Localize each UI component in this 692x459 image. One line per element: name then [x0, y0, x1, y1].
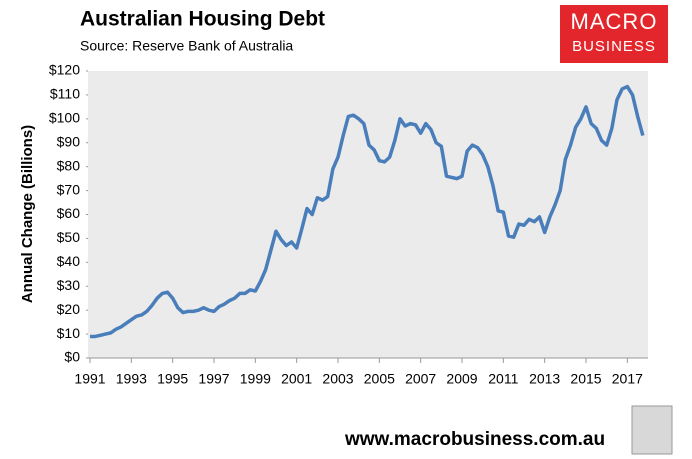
x-tick-label: 1991 — [74, 371, 105, 387]
data-line — [90, 84, 645, 339]
y-tick-label: $80 — [57, 157, 81, 173]
y-axis-label: Annual Change (Billions) — [19, 125, 36, 303]
logo-box — [560, 5, 668, 63]
y-tick-label: $30 — [57, 277, 81, 293]
x-tick-label: 1993 — [116, 371, 147, 387]
wolf-icon — [631, 405, 673, 455]
x-tick-label: 2013 — [529, 371, 560, 387]
x-tick-label: 1995 — [157, 371, 188, 387]
x-tick-label: 1997 — [198, 371, 229, 387]
y-tick-label: $60 — [57, 205, 81, 221]
y-tick-label: $70 — [57, 181, 81, 197]
x-tick-label: 2003 — [322, 371, 353, 387]
x-tick-label: 1999 — [240, 371, 271, 387]
x-tick-label: 2007 — [405, 371, 436, 387]
logo-text: MACRO — [571, 9, 658, 34]
y-tick-label: $120 — [49, 62, 80, 78]
y-tick-label: $50 — [57, 229, 81, 245]
plot-area — [88, 71, 648, 358]
footer: www.macrobusiness.com.au — [344, 429, 605, 450]
x-tick-label: 2011 — [488, 371, 518, 387]
y-tick-label: $20 — [57, 301, 81, 317]
chart-title: Australian Housing Debt — [80, 8, 325, 31]
logo-text: BUSINESS — [572, 38, 656, 55]
chart-subtitle: Source: Reserve Bank of Australia — [80, 38, 293, 54]
y-tick-label: $10 — [57, 325, 81, 341]
y-tick-label: $100 — [49, 110, 80, 126]
y-tick-label: $0 — [64, 349, 80, 365]
y-tick-label: $40 — [57, 253, 81, 269]
x-tick-label: 2001 — [281, 371, 312, 387]
y-tick-label: $90 — [57, 133, 81, 149]
x-tick-label: 2009 — [446, 371, 477, 387]
x-tick-label: 2015 — [570, 371, 601, 387]
y-tick-label: $110 — [50, 86, 80, 102]
x-tick-label: 2017 — [612, 371, 643, 387]
x-tick-label: 2005 — [364, 371, 395, 387]
